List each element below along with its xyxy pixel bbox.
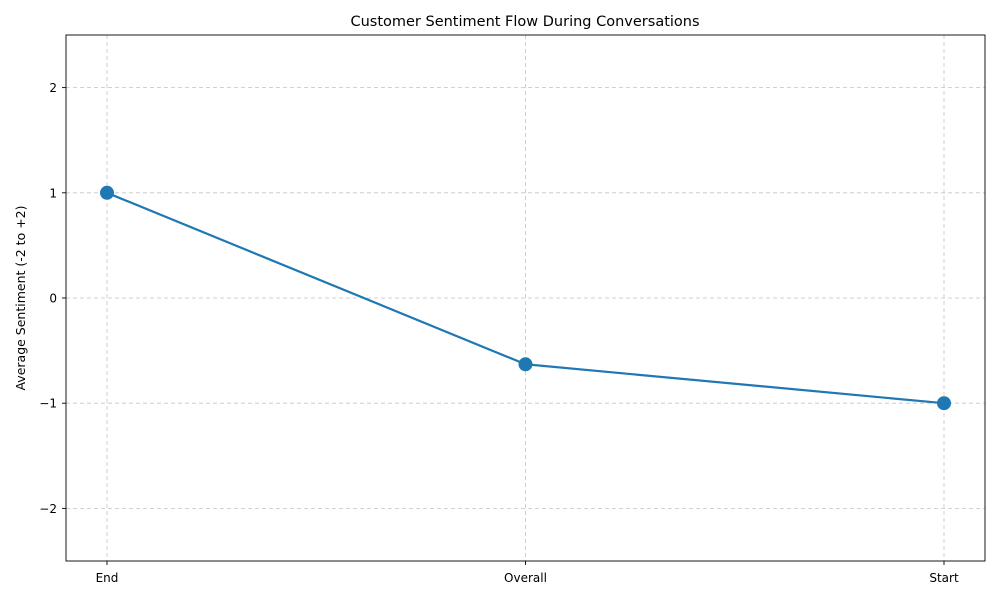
y-tick-label: −1 bbox=[39, 397, 57, 411]
x-tick-label: End bbox=[96, 571, 119, 585]
y-tick-label: 2 bbox=[49, 81, 57, 95]
grid bbox=[66, 35, 985, 561]
x-tick-label: Overall bbox=[504, 571, 547, 585]
y-tick-label: 0 bbox=[49, 292, 57, 306]
axis-ticks: −2 −1 0 1 2 End Overall Start bbox=[39, 81, 959, 585]
data-point bbox=[518, 357, 533, 372]
y-axis-label: Average Sentiment (-2 to +2) bbox=[13, 205, 28, 390]
x-tick-label: Start bbox=[929, 571, 959, 585]
data-point bbox=[937, 396, 951, 411]
data-point bbox=[100, 185, 114, 200]
y-tick-label: −2 bbox=[39, 502, 57, 516]
chart-title: Customer Sentiment Flow During Conversat… bbox=[350, 14, 699, 30]
y-tick-label: 1 bbox=[49, 186, 57, 200]
series bbox=[100, 185, 951, 411]
